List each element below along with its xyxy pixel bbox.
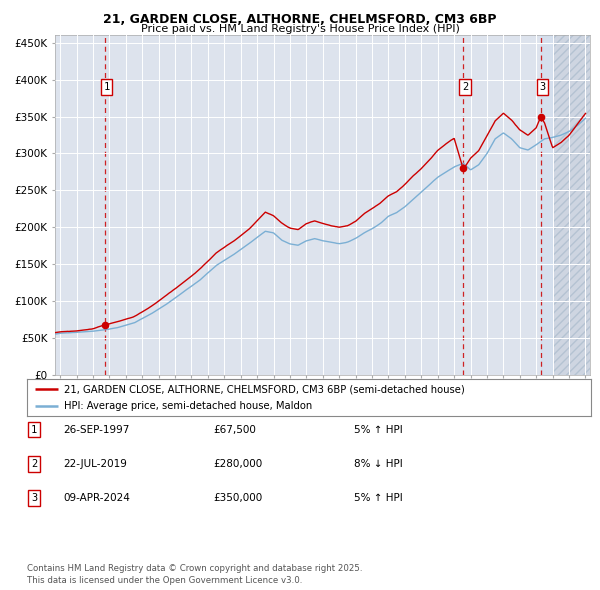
Bar [553, 35, 590, 375]
Text: Contains HM Land Registry data © Crown copyright and database right 2025.
This d: Contains HM Land Registry data © Crown c… [27, 564, 362, 585]
Text: 21, GARDEN CLOSE, ALTHORNE, CHELMSFORD, CM3 6BP: 21, GARDEN CLOSE, ALTHORNE, CHELMSFORD, … [103, 13, 497, 26]
Text: 2: 2 [462, 82, 468, 92]
Text: 8% ↓ HPI: 8% ↓ HPI [354, 459, 403, 468]
Text: £350,000: £350,000 [213, 493, 262, 503]
Text: £280,000: £280,000 [213, 459, 262, 468]
Text: 1: 1 [31, 425, 37, 434]
Text: 22-JUL-2019: 22-JUL-2019 [63, 459, 127, 468]
Text: 26-SEP-1997: 26-SEP-1997 [63, 425, 130, 434]
Text: 5% ↑ HPI: 5% ↑ HPI [354, 493, 403, 503]
Text: HPI: Average price, semi-detached house, Maldon: HPI: Average price, semi-detached house,… [64, 401, 312, 411]
Text: £67,500: £67,500 [213, 425, 256, 434]
Bar [541, 35, 553, 375]
Text: 5% ↑ HPI: 5% ↑ HPI [354, 425, 403, 434]
Text: 1: 1 [104, 82, 110, 92]
Text: 3: 3 [539, 82, 545, 92]
Text: 2: 2 [31, 459, 37, 468]
Text: Price paid vs. HM Land Registry's House Price Index (HPI): Price paid vs. HM Land Registry's House … [140, 24, 460, 34]
Text: 21, GARDEN CLOSE, ALTHORNE, CHELMSFORD, CM3 6BP (semi-detached house): 21, GARDEN CLOSE, ALTHORNE, CHELMSFORD, … [64, 384, 464, 394]
Text: 09-APR-2024: 09-APR-2024 [63, 493, 130, 503]
Text: 3: 3 [31, 493, 37, 503]
